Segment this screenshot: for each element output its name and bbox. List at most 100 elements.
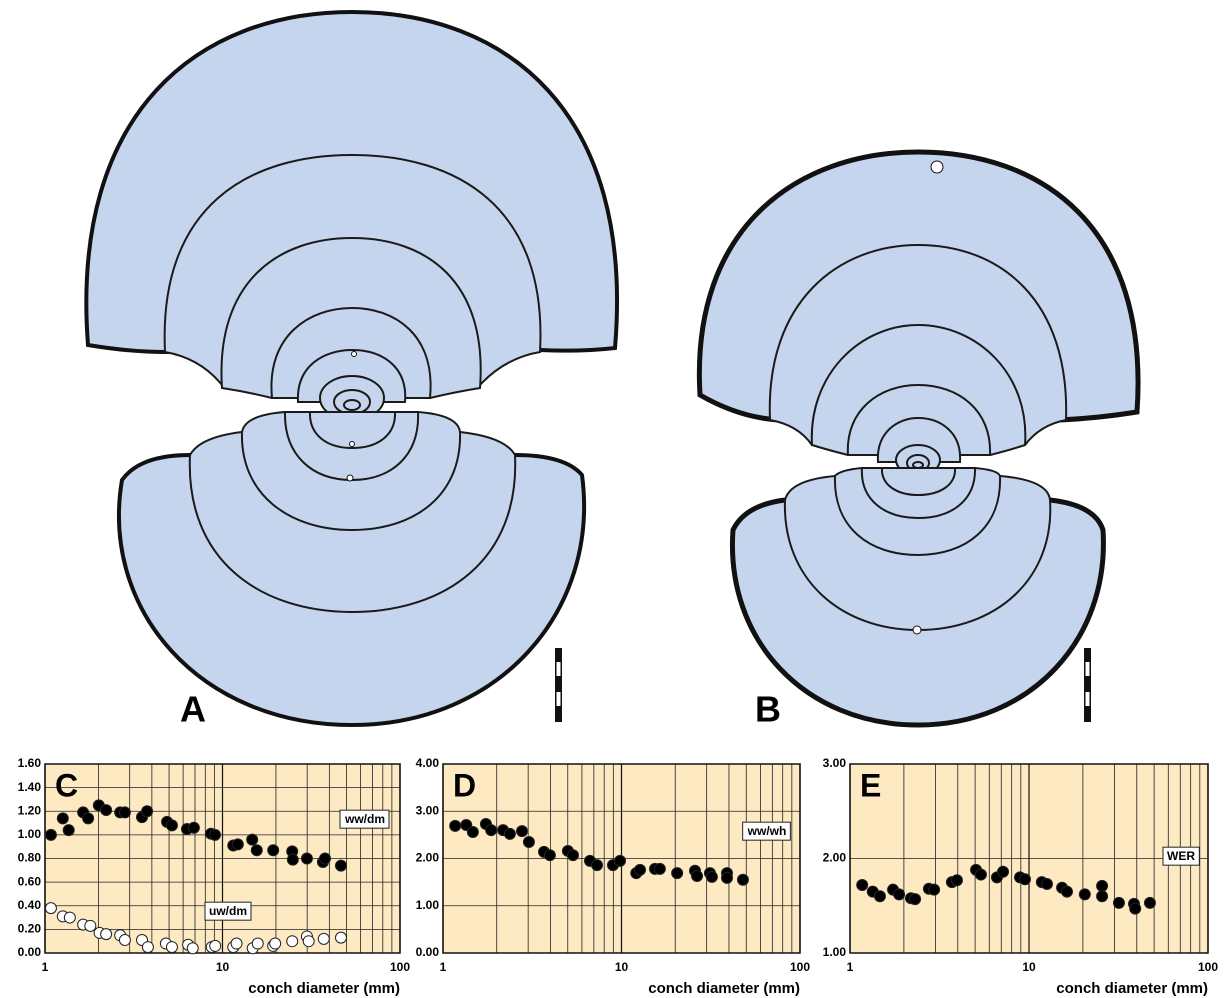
panel-label: C <box>55 767 78 803</box>
data-point <box>856 878 869 891</box>
data-point <box>300 852 313 865</box>
data-point <box>449 819 462 832</box>
series-label-box <box>339 809 390 829</box>
x-tick-label: 1 <box>440 960 447 974</box>
data-point <box>100 928 113 941</box>
panel-label: B <box>755 689 781 730</box>
y-tick-label: 0.40 <box>18 898 42 912</box>
series-label: WER <box>1167 849 1195 863</box>
panel-label: D <box>453 767 476 803</box>
data-point <box>302 935 315 948</box>
data-point <box>567 849 580 862</box>
data-point <box>286 853 299 866</box>
data-point <box>653 862 666 875</box>
data-point <box>736 873 749 886</box>
data-point <box>1019 873 1032 886</box>
data-point <box>705 870 718 883</box>
data-point <box>1060 885 1073 898</box>
y-tick-label: 2.00 <box>416 851 440 865</box>
x-tick-label: 10 <box>615 960 629 974</box>
data-point <box>671 867 684 880</box>
data-point <box>286 935 299 948</box>
y-tick-label: 1.00 <box>823 945 847 959</box>
y-tick-label: 1.20 <box>18 803 42 817</box>
x-tick-label: 1 <box>42 960 49 974</box>
data-point <box>44 902 57 915</box>
data-point <box>44 828 57 841</box>
data-point <box>1143 896 1156 909</box>
plot-frame <box>44 763 401 954</box>
data-point <box>1078 888 1091 901</box>
data-point <box>165 941 178 954</box>
y-tick-label: 3.00 <box>823 756 847 770</box>
data-point <box>118 806 131 819</box>
data-point <box>928 883 941 896</box>
y-tick-label: 0.60 <box>18 874 42 888</box>
data-point <box>269 937 282 950</box>
data-point <box>319 852 332 865</box>
data-point <box>186 942 199 955</box>
data-point <box>1112 896 1125 909</box>
data-point <box>974 868 987 881</box>
data-point <box>590 859 603 872</box>
series-label: uw/dm <box>209 904 247 918</box>
data-point <box>1096 890 1109 903</box>
x-tick-label: 1 <box>847 960 854 974</box>
x-axis-label: conch diameter (mm) <box>248 980 400 997</box>
data-point <box>1096 879 1109 892</box>
y-tick-label: 3.00 <box>416 803 440 817</box>
x-axis-label: conch diameter (mm) <box>1056 980 1208 997</box>
x-tick-label: 100 <box>790 960 810 974</box>
y-tick-label: 0.20 <box>18 922 42 936</box>
cross-section-b <box>696 149 1141 728</box>
panel-label: A <box>180 689 206 730</box>
data-point <box>873 890 886 903</box>
plot-frame <box>849 763 1209 954</box>
data-point <box>950 874 963 887</box>
data-point <box>909 893 922 906</box>
data-point <box>614 854 627 867</box>
chart: 0.00 0.20 0.40 0.60 0.80 1.00 1.20 1.40 1.60 1 10 1… <box>18 756 411 997</box>
data-point <box>187 821 200 834</box>
y-tick-label: 0.00 <box>18 945 42 959</box>
data-point <box>231 838 244 851</box>
series-label-box <box>742 821 791 841</box>
data-point <box>267 844 280 857</box>
data-point <box>63 911 76 924</box>
data-point <box>721 871 734 884</box>
data-point <box>84 919 97 932</box>
data-point <box>1040 878 1053 891</box>
data-point <box>634 863 647 876</box>
y-tick-label: 1.00 <box>18 827 42 841</box>
y-tick-label: 2.00 <box>823 851 847 865</box>
series-label-box <box>1162 846 1200 866</box>
y-tick-label: 1.60 <box>18 756 42 770</box>
data-point <box>997 865 1010 878</box>
y-tick-label: 1.00 <box>416 898 440 912</box>
series-label-box <box>204 901 252 921</box>
x-tick-label: 100 <box>390 960 410 974</box>
data-point <box>82 812 95 825</box>
data-point <box>466 826 479 839</box>
data-point <box>165 819 178 832</box>
data-point <box>141 941 154 954</box>
x-axis-label: conch diameter (mm) <box>648 980 800 997</box>
data-point <box>485 824 498 837</box>
y-tick-label: 0.00 <box>416 945 440 959</box>
data-point <box>334 931 347 944</box>
cross-section-a <box>84 9 619 728</box>
data-point <box>503 827 516 840</box>
data-point <box>141 805 154 818</box>
data-point <box>691 869 704 882</box>
y-tick-label: 0.80 <box>18 851 42 865</box>
y-tick-label: 4.00 <box>416 756 440 770</box>
data-point <box>893 888 906 901</box>
data-point <box>543 849 556 862</box>
data-point <box>522 835 535 848</box>
data-point <box>250 844 263 857</box>
data-point <box>209 939 222 952</box>
series-label: ww/dm <box>344 812 385 826</box>
y-tick-label: 1.40 <box>18 780 42 794</box>
